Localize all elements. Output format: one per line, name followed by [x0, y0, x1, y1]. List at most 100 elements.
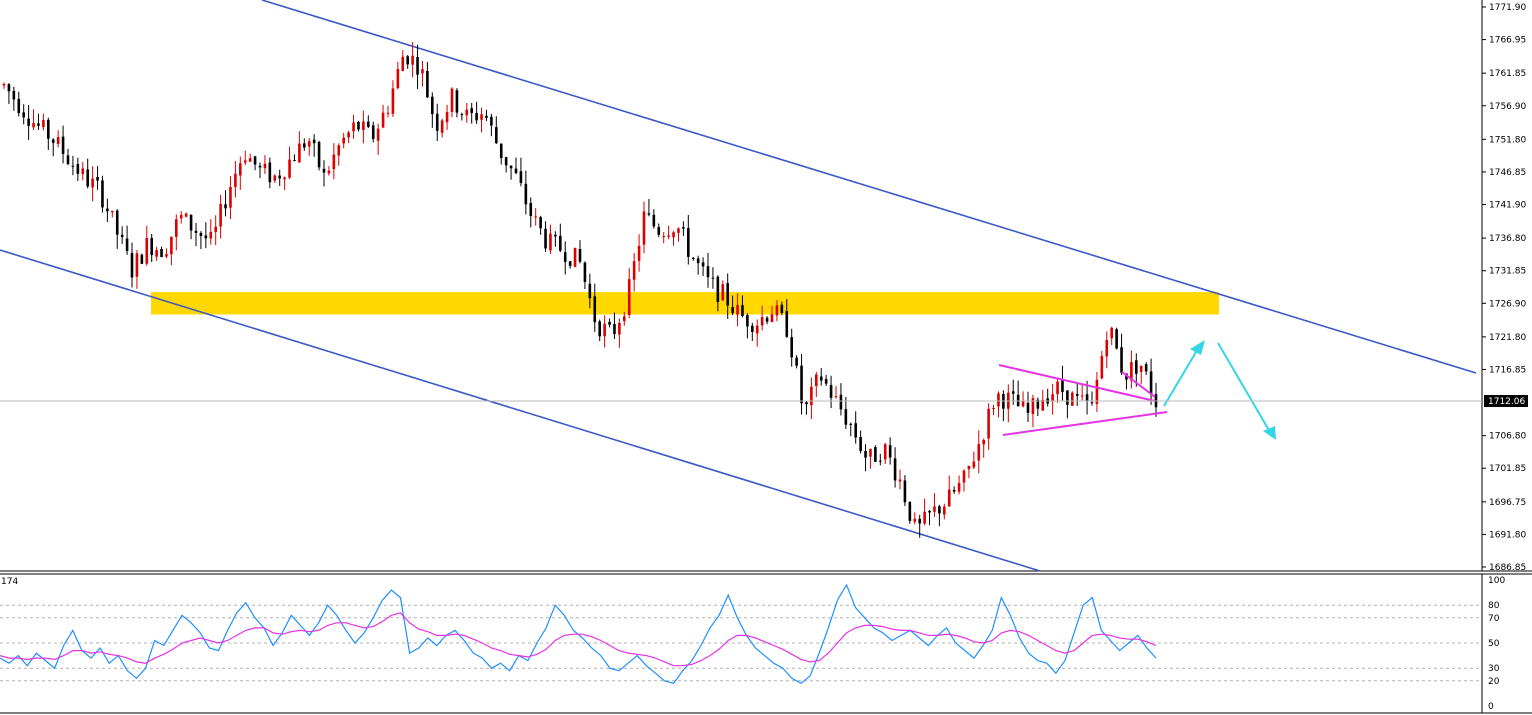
- candle: [760, 305, 764, 331]
- candle-body: [248, 158, 252, 162]
- candle: [485, 109, 488, 122]
- candle-body: [1080, 395, 1084, 397]
- candle: [1075, 383, 1079, 406]
- candle-body: [71, 165, 75, 167]
- candle-body: [947, 489, 951, 507]
- candle: [391, 80, 395, 117]
- candle: [288, 146, 291, 180]
- candle: [539, 215, 542, 235]
- candle-body: [485, 115, 488, 118]
- candle-body: [362, 121, 365, 130]
- candle-body: [56, 137, 60, 144]
- candle: [879, 453, 882, 466]
- candle: [568, 261, 572, 269]
- candle-body: [933, 506, 936, 512]
- candle-body: [106, 208, 109, 212]
- candle-body: [864, 451, 867, 458]
- price-tick-label: 1771.90: [1489, 3, 1526, 13]
- candle: [627, 268, 631, 319]
- candle: [37, 113, 40, 130]
- candle-body: [27, 118, 30, 126]
- candle-body: [824, 379, 828, 384]
- candle-body: [1056, 381, 1059, 395]
- candle-body: [691, 257, 695, 259]
- channel-upper-line: [261, 0, 1477, 374]
- candle-body: [381, 112, 385, 128]
- candle-body: [549, 233, 552, 251]
- candle: [56, 130, 60, 148]
- candle-body: [435, 113, 439, 131]
- candle: [952, 486, 956, 494]
- up-arrow-head: [1190, 340, 1205, 355]
- candle: [844, 396, 848, 429]
- candle: [32, 109, 35, 131]
- candle-body: [194, 230, 198, 233]
- candle: [618, 318, 621, 348]
- candle-body: [371, 125, 375, 139]
- candle-body: [12, 90, 16, 100]
- candle: [514, 157, 518, 175]
- down-arrow-shaft: [1217, 342, 1271, 433]
- candle: [381, 104, 385, 129]
- candle: [731, 295, 734, 316]
- candle-body: [1075, 393, 1079, 396]
- candle: [293, 154, 296, 162]
- candle: [12, 86, 16, 111]
- candle-body: [504, 157, 508, 166]
- candle-body: [253, 156, 257, 165]
- candle: [347, 130, 350, 144]
- candle: [278, 169, 281, 186]
- candle-body: [923, 511, 926, 524]
- candle-body: [1051, 394, 1054, 402]
- candle-body: [519, 171, 523, 184]
- candle: [1071, 391, 1074, 407]
- candle-body: [61, 136, 65, 154]
- candle: [992, 404, 995, 416]
- candle: [51, 138, 55, 157]
- candle-body: [839, 394, 843, 410]
- candle: [544, 221, 547, 252]
- candle-body: [972, 461, 976, 468]
- candle-body: [1120, 347, 1123, 373]
- price-tick-label: 1701.85: [1489, 464, 1526, 474]
- candle: [623, 311, 626, 326]
- candle: [859, 430, 862, 454]
- candle: [662, 232, 665, 244]
- candle-body: [7, 84, 11, 92]
- candle: [7, 83, 11, 105]
- candle: [91, 166, 94, 202]
- candle: [795, 355, 798, 369]
- price-tick-label: 1761.85: [1489, 69, 1526, 79]
- candle-body: [396, 69, 400, 89]
- up-arrow-shaft: [1163, 346, 1200, 407]
- candle: [751, 322, 754, 341]
- candle: [475, 101, 478, 124]
- candle: [76, 157, 80, 182]
- candle-body: [1139, 365, 1143, 372]
- candle-body: [682, 227, 685, 229]
- candle-body: [573, 247, 577, 267]
- candle-body: [608, 321, 611, 325]
- candle: [406, 55, 409, 69]
- candle-body: [66, 155, 70, 164]
- candle: [1115, 327, 1118, 350]
- candle: [160, 246, 163, 258]
- candle-body: [224, 204, 227, 209]
- candle-body: [352, 122, 355, 132]
- candle-body: [652, 214, 656, 227]
- candle: [918, 514, 921, 538]
- candle-body: [130, 252, 134, 278]
- current-price-tag-bg: [1484, 395, 1528, 408]
- candle: [460, 112, 464, 121]
- candle-body: [623, 316, 626, 322]
- candle-body: [701, 262, 705, 267]
- candle-body: [834, 396, 838, 398]
- candle: [765, 316, 769, 325]
- candle-body: [642, 211, 646, 245]
- price-tick-label: 1746.85: [1489, 168, 1526, 178]
- candle: [652, 209, 656, 229]
- candle: [1056, 377, 1059, 403]
- candle: [175, 214, 178, 251]
- candle: [938, 504, 941, 527]
- candle-body: [1090, 402, 1094, 404]
